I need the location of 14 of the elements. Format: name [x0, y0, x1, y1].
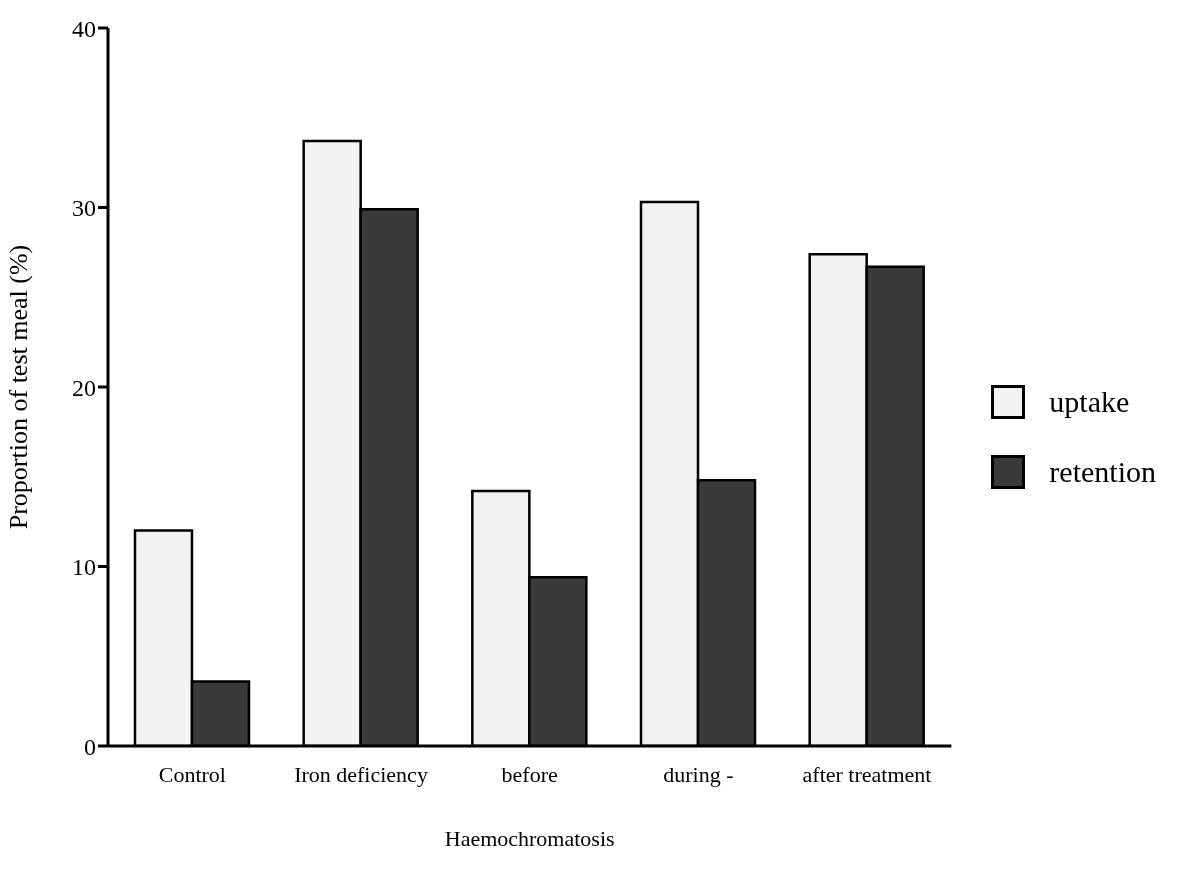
x-tick-label: Control: [158, 761, 226, 787]
x-axis-title: Haemochromatosis: [444, 826, 615, 851]
y-axis-title: Proportion of test meal (%): [4, 244, 34, 530]
y-tick-label: 30: [72, 195, 96, 222]
y-tick-label: 40: [72, 15, 96, 42]
y-tick-label: 20: [72, 374, 96, 401]
legend-label: retention: [1049, 455, 1156, 489]
x-tick-label: during -: [663, 761, 734, 787]
y-tick-label: 10: [72, 554, 96, 581]
x-tick-label: after treatment: [802, 761, 932, 787]
x-tick-label: before: [501, 761, 558, 787]
x-tick-label: Iron deficiency: [294, 761, 428, 787]
y-tick-label: 0: [84, 733, 96, 760]
legend-label: uptake: [1049, 385, 1130, 419]
